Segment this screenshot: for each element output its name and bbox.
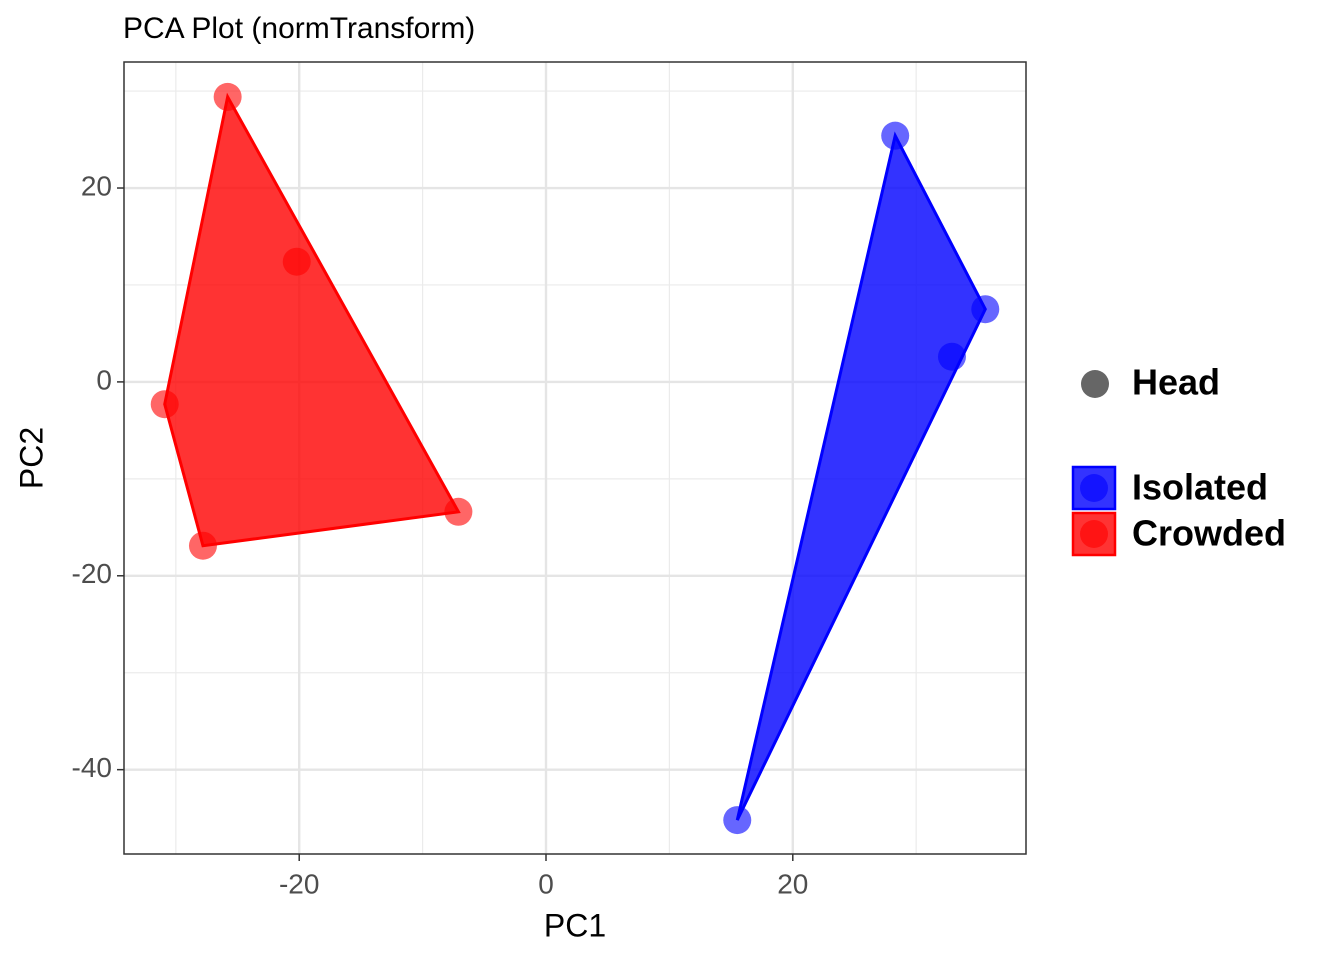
legend-label: Crowded <box>1132 513 1286 554</box>
point <box>282 247 311 276</box>
x-tick-label: 0 <box>538 868 554 899</box>
point <box>937 342 966 371</box>
point <box>444 497 473 526</box>
plot-border <box>123 61 1027 855</box>
chart-title: PCA Plot (normTransform) <box>123 12 475 45</box>
point <box>188 531 217 560</box>
point <box>881 121 910 150</box>
point <box>150 390 179 419</box>
hull <box>735 131 987 821</box>
legend-label: Isolated <box>1132 467 1268 508</box>
grid <box>124 62 1026 854</box>
y-tick-label: -40 <box>72 752 112 783</box>
legend: Head Isolated Crowded <box>1071 362 1286 557</box>
legend-key-point <box>1080 520 1108 548</box>
x-tick-label: -20 <box>279 868 319 899</box>
x-tick-label: 20 <box>777 868 808 899</box>
y-tick-label: -20 <box>72 558 112 589</box>
legend-key-point <box>1080 474 1108 502</box>
shape-legend-label: Head <box>1132 362 1220 403</box>
y-tick-label: 0 <box>96 364 112 395</box>
point <box>213 82 242 111</box>
marks <box>150 82 1000 835</box>
point <box>971 295 1000 324</box>
x-axis-label: PC1 <box>544 907 606 943</box>
y-axis-label: PC2 <box>13 427 49 489</box>
shape-legend-key <box>1081 370 1109 398</box>
point <box>723 806 752 835</box>
y-tick-label: 20 <box>81 170 112 201</box>
